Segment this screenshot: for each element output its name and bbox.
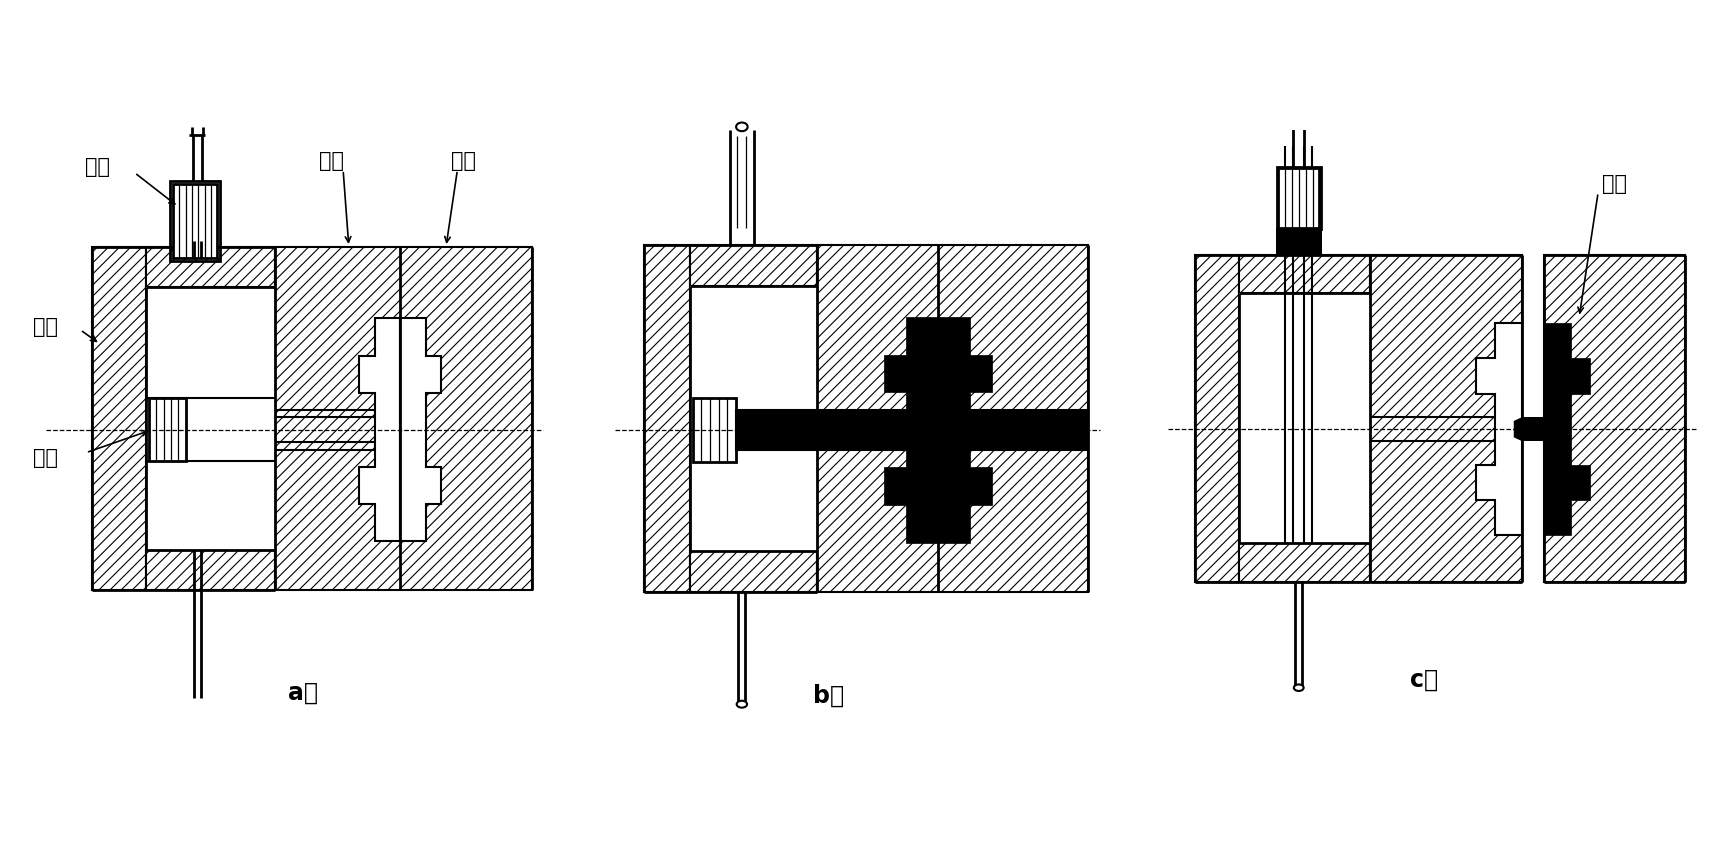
Bar (1522, 417, 1543, 441)
Bar (1276, 167, 1320, 229)
Bar (689, 286, 818, 551)
Text: b）: b） (812, 683, 843, 707)
Polygon shape (1238, 255, 1370, 293)
Text: 压室: 压室 (33, 317, 59, 337)
Ellipse shape (736, 122, 748, 131)
Ellipse shape (1294, 684, 1304, 691)
Text: a）: a） (288, 681, 319, 705)
Polygon shape (274, 247, 532, 590)
Polygon shape (1195, 255, 1238, 582)
Text: 活塞: 活塞 (33, 449, 59, 468)
Polygon shape (1370, 255, 1522, 582)
Polygon shape (145, 550, 274, 590)
Polygon shape (359, 318, 400, 541)
Polygon shape (1238, 293, 1370, 544)
Polygon shape (400, 318, 442, 541)
Bar (145, 287, 274, 550)
Polygon shape (818, 245, 1088, 592)
Polygon shape (689, 245, 818, 286)
Ellipse shape (1290, 112, 1306, 120)
Polygon shape (1238, 544, 1370, 582)
Text: 活塞: 活塞 (85, 157, 109, 177)
Text: 定型: 定型 (319, 151, 345, 171)
Bar (1278, 168, 1320, 228)
Polygon shape (1514, 417, 1522, 441)
Polygon shape (1543, 255, 1685, 582)
Polygon shape (1476, 323, 1522, 535)
Bar (1238, 293, 1370, 544)
Polygon shape (885, 317, 939, 543)
Ellipse shape (736, 700, 746, 707)
Text: 动型: 动型 (450, 151, 476, 171)
Polygon shape (145, 247, 274, 287)
Text: c）: c） (1410, 667, 1438, 691)
Bar (736, 410, 1088, 450)
Bar (693, 399, 736, 461)
Bar (1280, 293, 1318, 544)
Bar (149, 399, 185, 461)
Polygon shape (644, 245, 689, 592)
Bar (1276, 228, 1322, 255)
Polygon shape (92, 247, 145, 590)
Text: 铸件: 铸件 (1602, 174, 1626, 194)
Polygon shape (689, 551, 818, 592)
Polygon shape (1543, 323, 1590, 535)
Bar (173, 184, 218, 259)
Polygon shape (939, 317, 992, 543)
Bar (170, 181, 220, 261)
